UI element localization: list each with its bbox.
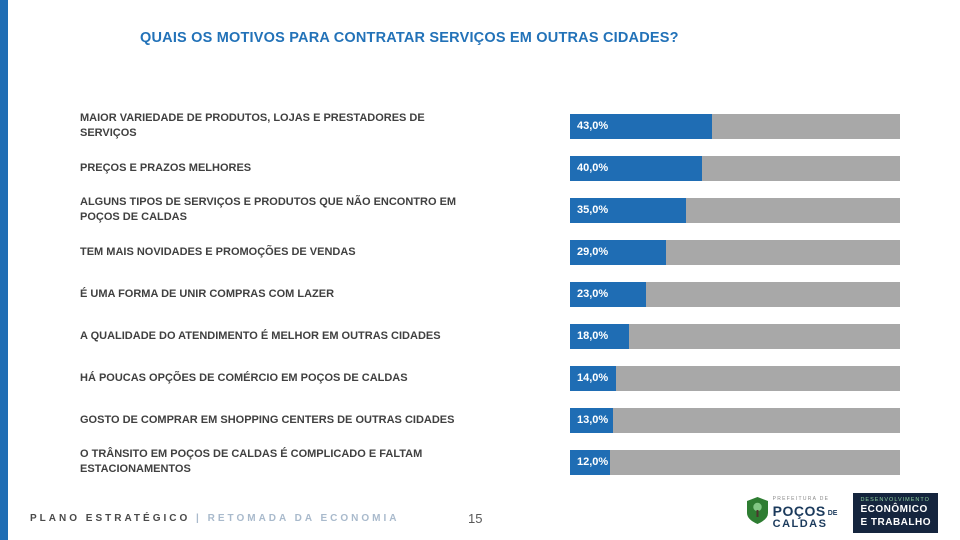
prefecture-logo-de: DE xyxy=(827,509,838,517)
page-number: 15 xyxy=(468,511,483,526)
chart-row: O TRÂNSITO EM POÇOS DE CALDAS É COMPLICA… xyxy=(80,441,900,483)
bar-value-label: 40,0% xyxy=(577,162,609,174)
bar-value-label: 13,0% xyxy=(577,414,609,426)
chart-row: PREÇOS E PRAZOS MELHORES 40,0% xyxy=(80,147,900,189)
bar-fill: 35,0% xyxy=(570,197,686,223)
bar-fill: 23,0% xyxy=(570,281,646,307)
bar-value-label: 35,0% xyxy=(577,204,609,216)
pocos-de-caldas-logo: PREFEITURA DE POÇOS DE CALDAS xyxy=(746,495,838,530)
footer-program-line: PLANO ESTRATÉGICO | RETOMADA DA ECONOMIA xyxy=(30,513,400,524)
bar-track: 13,0% xyxy=(570,407,900,433)
bar-fill: 13,0% xyxy=(570,407,613,433)
chart-row: MAIOR VARIEDADE DE PRODUTOS, LOJAS E PRE… xyxy=(80,105,900,147)
bar-fill: 29,0% xyxy=(570,239,666,265)
chart-row: GOSTO DE COMPRAR EM SHOPPING CENTERS DE … xyxy=(80,399,900,441)
department-logo-line2: ECONÔMICO xyxy=(860,504,928,515)
bar-track: 23,0% xyxy=(570,281,900,307)
bar-track: 18,0% xyxy=(570,323,900,349)
bar-fill: 12,0% xyxy=(570,449,610,475)
prefecture-crest-icon xyxy=(746,497,768,529)
bar-value-label: 14,0% xyxy=(577,372,609,384)
bar-value-label: 18,0% xyxy=(577,330,609,342)
prefecture-logo-top-line: PREFEITURA DE xyxy=(772,495,830,502)
bar-value-label: 43,0% xyxy=(577,120,609,132)
chart-row: TEM MAIS NOVIDADES E PROMOÇÕES DE VENDAS… xyxy=(80,231,900,273)
bar-track: 43,0% xyxy=(570,113,900,139)
bar-fill: 43,0% xyxy=(570,113,712,139)
bar-track: 29,0% xyxy=(570,239,900,265)
department-logo-line3: E TRABALHO xyxy=(860,516,931,528)
left-accent-stripe xyxy=(0,0,8,540)
department-logo-line1: DESENVOLVIMENTO xyxy=(860,497,930,504)
bar-chart: MAIOR VARIEDADE DE PRODUTOS, LOJAS E PRE… xyxy=(80,105,900,483)
prefecture-logo-name1: POÇOS xyxy=(772,502,826,519)
page-title: QUAIS OS MOTIVOS PARA CONTRATAR SERVIÇOS… xyxy=(140,30,679,46)
footer-program: PLANO ESTRATÉGICO xyxy=(30,513,191,524)
category-label: GOSTO DE COMPRAR EM SHOPPING CENTERS DE … xyxy=(80,413,455,426)
chart-row: A QUALIDADE DO ATENDIMENTO É MELHOR EM O… xyxy=(80,315,900,357)
footer-subtitle: RETOMADA DA ECONOMIA xyxy=(207,513,400,524)
footer-separator: | xyxy=(196,513,202,524)
bar-track: 35,0% xyxy=(570,197,900,223)
chart-row: ALGUNS TIPOS DE SERVIÇOS E PRODUTOS QUE … xyxy=(80,189,900,231)
category-label: HÁ POUCAS OPÇÕES DE COMÉRCIO EM POÇOS DE… xyxy=(80,371,408,384)
prefecture-logo-text: PREFEITURA DE POÇOS DE CALDAS xyxy=(772,495,838,530)
category-label: É UMA FORMA DE UNIR COMPRAS COM LAZER xyxy=(80,287,335,300)
category-label: ALGUNS TIPOS DE SERVIÇOS E PRODUTOS QUE … xyxy=(80,196,457,223)
bar-fill: 40,0% xyxy=(570,155,702,181)
bar-fill: 18,0% xyxy=(570,323,630,349)
bar-fill: 14,0% xyxy=(570,365,617,391)
bar-value-label: 23,0% xyxy=(577,288,609,300)
bar-track: 12,0% xyxy=(570,449,900,475)
category-label: MAIOR VARIEDADE DE PRODUTOS, LOJAS E PRE… xyxy=(80,112,425,139)
category-label: TEM MAIS NOVIDADES E PROMOÇÕES DE VENDAS xyxy=(80,245,356,258)
chart-row: HÁ POUCAS OPÇÕES DE COMÉRCIO EM POÇOS DE… xyxy=(80,357,900,399)
bar-value-label: 29,0% xyxy=(577,246,609,258)
footer-logos: PREFEITURA DE POÇOS DE CALDAS DESENVOLVI… xyxy=(746,493,938,533)
desenvolvimento-economico-logo: DESENVOLVIMENTO ECONÔMICO E TRABALHO xyxy=(853,493,938,533)
bar-track: 14,0% xyxy=(570,365,900,391)
bar-value-label: 12,0% xyxy=(577,456,609,468)
category-label: A QUALIDADE DO ATENDIMENTO É MELHOR EM O… xyxy=(80,329,441,342)
prefecture-logo-name2: CALDAS xyxy=(772,517,828,530)
chart-row: É UMA FORMA DE UNIR COMPRAS COM LAZER 23… xyxy=(80,273,900,315)
bar-track: 40,0% xyxy=(570,155,900,181)
category-label: PREÇOS E PRAZOS MELHORES xyxy=(80,161,252,174)
category-label: O TRÂNSITO EM POÇOS DE CALDAS É COMPLICA… xyxy=(80,448,423,475)
